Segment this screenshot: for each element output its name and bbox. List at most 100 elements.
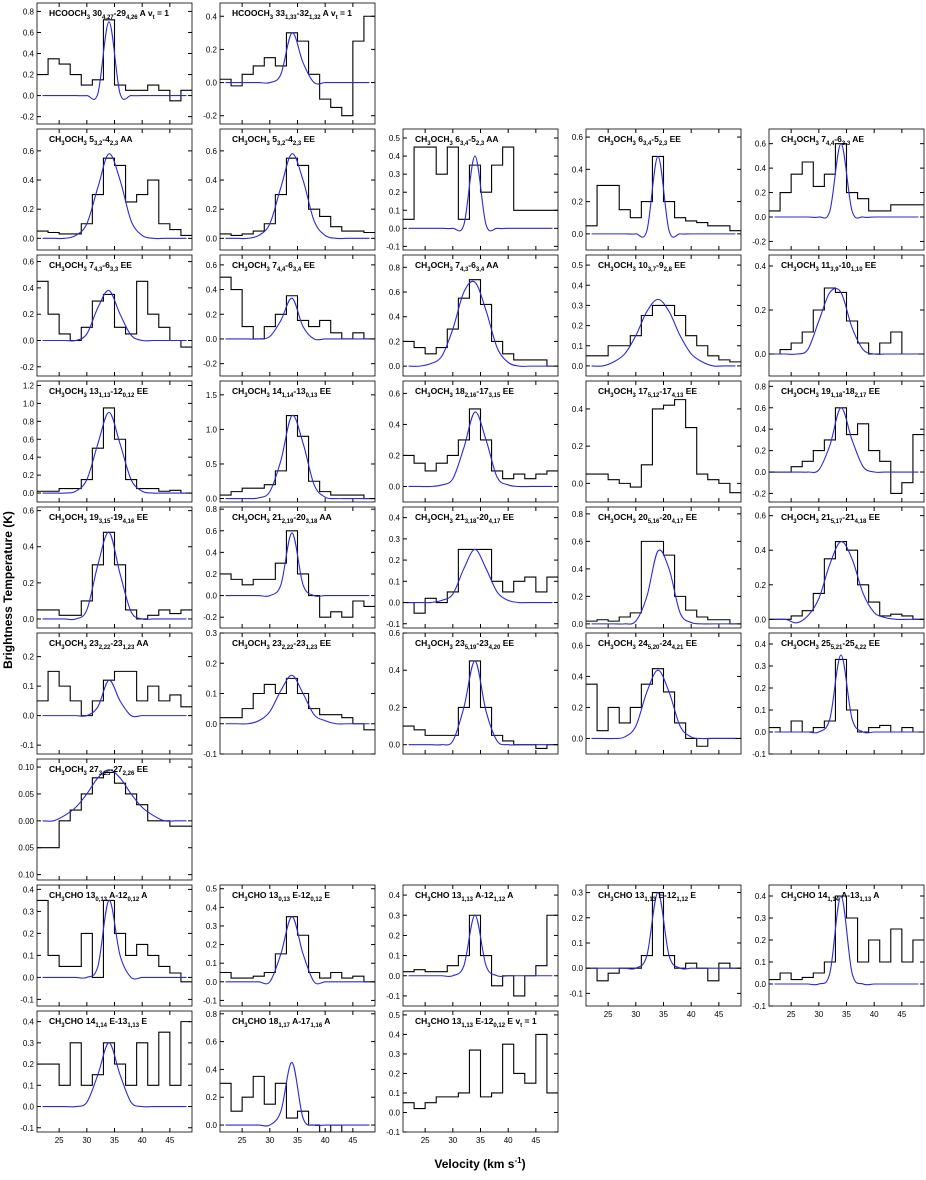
panel-frame [219, 884, 376, 1007]
y-tick-label: 0.2 [755, 447, 767, 456]
title-text: OCH [431, 260, 450, 270]
title-text: -21 [842, 512, 855, 522]
spectrum [37, 771, 192, 849]
title-subscript: 3 [610, 645, 614, 651]
panel-frame [768, 884, 925, 1007]
y-tick-label: 0.0 [206, 79, 218, 88]
y-tick-label: 0.6 [23, 147, 35, 156]
y-tick-label: 0.2 [389, 703, 401, 712]
title-text: -13 [293, 386, 306, 396]
title-text: OCH [614, 638, 633, 648]
title-subscript: 3 [427, 393, 431, 399]
fit-line [408, 660, 553, 746]
y-tick-label: 0.2 [389, 188, 401, 197]
y-tick-label: 0.1 [389, 206, 401, 215]
panel-frame [585, 128, 742, 251]
spectrum [37, 157, 192, 236]
y-tick-label: 0.4 [206, 548, 218, 557]
panel-title: CH3OCH3 235,19-234,20 EE [415, 638, 514, 651]
y-tick-label: 0.05 [18, 790, 34, 799]
spectrum [586, 155, 741, 232]
title-subscript: 3,18 [306, 519, 318, 525]
y-tick-label: 0.1 [572, 939, 584, 948]
title-subscript: 3 [427, 1023, 431, 1029]
panel-frame [402, 128, 559, 251]
spectrum [403, 408, 558, 480]
title-subscript: 3 [816, 393, 820, 399]
x-axis-label: Velocity (km s-1) [434, 1156, 525, 1171]
title-subscript: 3 [793, 897, 797, 903]
panel-title: HCOOCH3 304,27-294,26 A vt = 1 [49, 8, 169, 21]
title-subscript: 3 [610, 519, 614, 525]
x-tick-label: 40 [138, 1136, 147, 1145]
title-text: CH [49, 1016, 61, 1026]
panel: -0.1 0.0 0.1 0.2 0.3 0.4 CH3CHO 131,13 A-121,1… [386, 884, 559, 1007]
y-tick-label: 0.5 [389, 1011, 401, 1020]
title-text: E-12 [473, 1016, 494, 1026]
title-text: -6 [102, 260, 110, 270]
title-text: E [322, 890, 330, 900]
y-tick-label: 0.4 [23, 284, 35, 293]
y-tick-label: 0.2 [389, 337, 401, 346]
title-text: CH [232, 1016, 244, 1026]
title-subscript: 4,17 [489, 519, 501, 525]
y-tick-label: 0.6 [23, 258, 35, 267]
title-text: 19 [87, 512, 99, 522]
y-tick-label: 0.4 [572, 281, 584, 290]
y-tick-label: 0.2 [23, 929, 35, 938]
title-subscript: 3 [267, 519, 271, 525]
title-subscript: 0,13 [278, 897, 290, 903]
title-text: CH [415, 134, 427, 144]
title-text: OCH [431, 134, 450, 144]
title-text: 33 [273, 8, 285, 18]
panel-frame [219, 506, 376, 629]
y-tick-label: 0.0 [389, 972, 401, 981]
fit-line [591, 892, 736, 970]
fit-line [774, 407, 919, 474]
title-text: OCH [614, 512, 633, 522]
title-subscript: 3 [61, 393, 65, 399]
y-tick-label: 0.8 [206, 1010, 218, 1019]
x-tick-label: 30 [82, 1136, 91, 1145]
y-tick-label: 0.5 [206, 460, 218, 469]
title-text: 17 [636, 386, 648, 396]
title-text: OCH [65, 386, 84, 396]
fit-line [774, 654, 919, 734]
x-tick-label: 25 [238, 1136, 247, 1145]
panel: -0.2 0.0 0.2 0.4 0.6 0.8 HCOOCH3 304,27-294,26… [20, 2, 193, 125]
x-tick-label: 25 [604, 1010, 613, 1019]
title-text: EE [317, 386, 331, 396]
y-tick-label: -0.2 [203, 360, 217, 369]
title-text: CH [232, 260, 244, 270]
y-tick-label: -0.1 [569, 989, 583, 998]
title-subscript: 3 [84, 645, 88, 651]
title-text: -4 [102, 134, 110, 144]
title-text: CHO 14 [797, 890, 828, 900]
title-subscript: 2,3 [659, 141, 668, 147]
title-text: OCH [797, 386, 816, 396]
title-subscript: 3 [84, 771, 88, 777]
fit-line [42, 21, 187, 101]
x-tick-label: 30 [814, 1010, 823, 1019]
title-subscript: 3 [267, 645, 271, 651]
title-subscript: 3 [87, 15, 91, 21]
panel-title: HCOOCH3 331,33-321,32 A vt = 1 [232, 8, 352, 21]
title-text: CH [415, 512, 427, 522]
y-tick-label: 0.4 [23, 50, 35, 59]
y-tick-label: 0.4 [23, 176, 35, 185]
title-text: OCH [248, 386, 267, 396]
y-tick-label: 0.2 [23, 471, 35, 480]
panel-title: CH3OCH3 215,17-214,18 EE [781, 512, 880, 525]
panel-title: CH3OCH3 74,3-63,4 AA [415, 260, 499, 273]
title-text: 21 [270, 512, 282, 522]
spectrum [220, 276, 375, 340]
y-tick-label: 0.0 [206, 495, 218, 504]
y-tick-label: 0.2 [206, 941, 218, 950]
fit-line [408, 155, 553, 232]
fit-line [591, 549, 736, 625]
title-text: E v [505, 1016, 520, 1026]
title-text: CH [49, 764, 61, 774]
panel-title: CH3OCH3 232,22-231,23 AA [49, 638, 149, 651]
title-text: EE [683, 386, 697, 396]
